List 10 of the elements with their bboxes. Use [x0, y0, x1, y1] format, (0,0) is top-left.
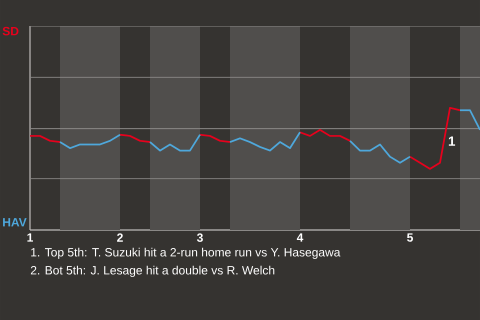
x-tick-label: 4 [296, 233, 304, 242]
text: SD [2, 26, 18, 36]
annotation: 1 [448, 136, 456, 146]
text: 2. Bot 5th: J. Lesage hit a double vs R. Welch [30, 266, 274, 277]
text: 1. Top 5th: T. Suzuki hit a 2-run home run vs Y. Hasegawa [31, 248, 340, 259]
text: HAV [3, 218, 27, 226]
x-tick-label: 5 [407, 233, 413, 242]
x-tick-label: 2 [117, 233, 123, 242]
x-tick-label: 3 [196, 233, 203, 242]
x-tick-label: 1 [27, 233, 34, 242]
